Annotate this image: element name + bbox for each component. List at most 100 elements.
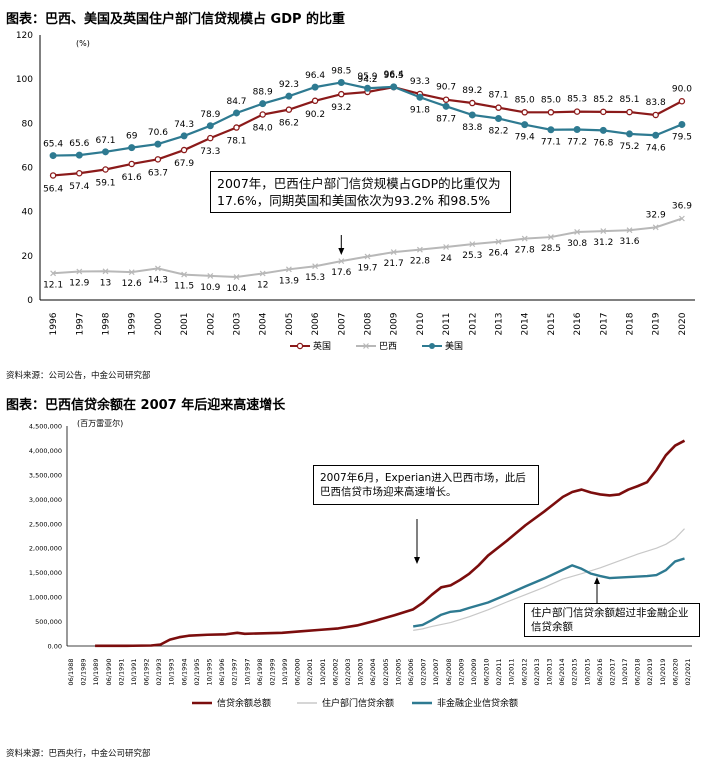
data-label-美国: 79.5 — [672, 132, 692, 142]
point-美国 — [285, 92, 293, 100]
point-巴西 — [547, 234, 554, 240]
point-巴西 — [626, 227, 633, 234]
series-line-非金融企业信贷余额 — [412, 557, 685, 628]
point-巴西 — [102, 268, 109, 275]
x-tick-label: 2006 — [311, 312, 321, 335]
legend-marker-英国 — [296, 342, 304, 350]
point-美国 — [652, 131, 660, 139]
y-tick-label: 2,000,000 — [29, 545, 62, 553]
data-label-美国: 84.7 — [226, 97, 246, 107]
x-tick-label: 06/2020 — [671, 658, 679, 685]
data-label-美国: 79.4 — [515, 133, 535, 143]
x-tick-label: 2009 — [390, 312, 400, 335]
point-巴西 — [469, 241, 476, 248]
legend-label-巴西: 巴西 — [379, 341, 397, 352]
point-英国 — [285, 106, 293, 113]
data-label-英国: 57.4 — [69, 182, 89, 192]
point-英国 — [652, 111, 659, 119]
x-tick-label: 2003 — [233, 313, 243, 336]
point-英国 — [495, 104, 502, 111]
data-label-英国: 73.3 — [200, 147, 220, 157]
data-label-美国: 83.8 — [462, 123, 482, 133]
chart2-title: 图表：巴西信贷余额在 2007 年后迎来高速增长 — [6, 398, 286, 413]
data-label-美国: 78.9 — [200, 110, 220, 120]
point-巴西 — [443, 244, 450, 250]
data-label-美国: 77.2 — [567, 138, 587, 148]
data-label-英国: 67.9 — [174, 159, 194, 169]
data-label-英国: 90.0 — [672, 84, 692, 94]
x-tick-label: 10/2007 — [432, 658, 440, 685]
x-tick-label: 2010 — [416, 312, 426, 335]
data-label-英国: 85.0 — [541, 95, 561, 105]
data-label-美国: 70.6 — [148, 128, 168, 138]
data-label-美国: 76.8 — [593, 138, 613, 148]
x-tick-label: 02/1991 — [117, 658, 125, 685]
x-tick-label: 06/2018 — [634, 658, 642, 685]
x-tick-label: 1998 — [102, 312, 112, 335]
y-tick-label: 3,500,000 — [29, 471, 62, 479]
point-巴西 — [233, 274, 240, 280]
point-巴西 — [652, 224, 659, 231]
x-tick-label: 10/1995 — [206, 658, 214, 685]
annotation-arrow-head — [338, 248, 345, 255]
x-tick-label: 10/1989 — [92, 658, 100, 685]
data-label-英国: 89.2 — [462, 86, 482, 96]
annotation1-arrow-head — [414, 557, 420, 564]
x-tick-label: 1996 — [49, 312, 59, 335]
data-label-英国: 63.7 — [148, 168, 168, 178]
data-label-巴西: 17.6 — [331, 268, 351, 278]
data-label-美国: 87.7 — [436, 114, 456, 124]
point-美国 — [259, 100, 267, 108]
point-美国 — [468, 111, 476, 119]
y-tick-label: 1,500,000 — [29, 569, 62, 577]
x-tick-label: 06/2016 — [596, 658, 604, 685]
data-label-巴西: 15.3 — [305, 273, 325, 283]
x-tick-label: 2018 — [626, 312, 636, 335]
data-label-巴西: 12 — [257, 281, 268, 291]
x-tick-label: 2014 — [521, 312, 531, 335]
point-美国 — [128, 144, 136, 152]
point-巴西 — [338, 258, 345, 265]
data-label-美国: 91.8 — [410, 105, 430, 115]
x-tick-label: 2000 — [154, 312, 164, 335]
point-美国 — [337, 78, 345, 86]
data-label-英国: 56.4 — [43, 184, 63, 194]
data-label-英国: 78.1 — [226, 137, 246, 147]
legend-label-信贷余额总额: 信贷余额总额 — [217, 697, 271, 709]
point-美国 — [311, 83, 319, 91]
unit-label: (百万雷亚尔) — [77, 418, 123, 428]
data-label-巴西: 21.7 — [384, 259, 404, 269]
series-line-信贷余额总额 — [95, 439, 686, 648]
x-tick-label: 02/1989 — [80, 658, 88, 685]
legend-label-非金融企业信贷余额: 非金融企业信贷余额 — [437, 697, 518, 709]
point-美国 — [442, 102, 450, 110]
x-tick-label: 10/1997 — [243, 658, 251, 685]
x-tick-label: 2005 — [285, 313, 295, 336]
data-label-英国: 85.3 — [567, 95, 587, 105]
data-label-英国: 83.8 — [646, 98, 666, 108]
chart1-plot: 0 20 40 60 80 100 120 1996 1997 1998 1999 2000 2001 2… — [16, 31, 695, 352]
y-tick-label: 3,000,000 — [29, 496, 62, 504]
point-巴西 — [600, 228, 607, 235]
data-label-巴西: 36.9 — [672, 202, 692, 212]
data-label-巴西: 28.5 — [541, 244, 561, 254]
point-英国 — [626, 108, 633, 116]
y-tick-label: 20 — [22, 252, 34, 262]
data-label-英国: 59.1 — [95, 178, 115, 188]
point-美国 — [180, 132, 188, 140]
point-英国 — [233, 124, 240, 131]
data-label-英国: 93.2 — [331, 103, 351, 113]
point-美国 — [599, 126, 607, 134]
data-label-英国: 90.2 — [305, 110, 325, 120]
point-巴西 — [574, 229, 581, 235]
x-tick-label: 2020 — [678, 312, 688, 335]
x-tick-label: 2002 — [206, 313, 216, 336]
x-tick-label: 06/2008 — [445, 658, 453, 685]
unit-label: (%) — [76, 39, 90, 48]
data-label-美国: 88.9 — [253, 88, 273, 98]
x-tick-label: 02/2009 — [457, 658, 465, 685]
point-英国 — [259, 111, 266, 118]
data-label-巴西: 12.6 — [122, 279, 142, 289]
data-label-巴西: 13 — [100, 278, 111, 288]
x-tick-label: 06/2014 — [558, 658, 566, 685]
